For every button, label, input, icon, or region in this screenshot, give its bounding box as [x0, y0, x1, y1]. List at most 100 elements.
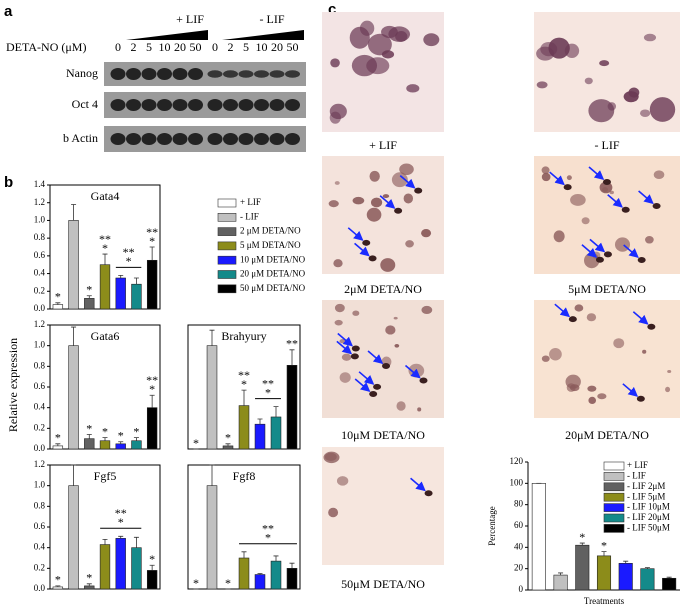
error-bar [579, 542, 585, 546]
bar [206, 345, 218, 450]
y-tick-label: 1.2 [34, 197, 45, 207]
legend-swatch [603, 503, 625, 512]
micrograph [322, 447, 444, 565]
chart-title: Fgf8 [233, 469, 256, 483]
error-bar [558, 572, 564, 576]
error-bar [273, 555, 279, 562]
significance-mark: * [102, 241, 108, 255]
bar [68, 220, 79, 310]
cell-colony [333, 259, 343, 268]
blot-band [254, 70, 269, 78]
micrograph-caption: 50μM DETA/NO [341, 577, 425, 591]
arrow [404, 364, 421, 379]
bar [52, 304, 64, 310]
y-tick-label: 0.4 [34, 268, 46, 278]
bar [115, 538, 126, 590]
cell-colony [421, 305, 433, 315]
error-bar [102, 437, 108, 441]
significance-mark: ** [286, 337, 298, 351]
y-tick-label: 0 [519, 584, 524, 594]
cell-colony [424, 490, 433, 497]
error-bar [86, 295, 92, 299]
significance-mark: * [133, 424, 139, 438]
y-tick-label: 100 [510, 477, 524, 487]
significance-mark: * [193, 436, 199, 450]
cell-colony [336, 476, 349, 486]
y-tick-label: 1.4 [34, 179, 46, 189]
blot-band [207, 70, 223, 78]
cell-colony [366, 57, 390, 75]
significance-mark: * [55, 431, 61, 445]
blot-band [172, 68, 188, 80]
arrow [367, 350, 384, 365]
blot-band [126, 68, 141, 80]
significance-mark: ** [99, 232, 111, 246]
dose-label: 50 [190, 40, 202, 54]
error-bar [149, 246, 155, 261]
cell-colony [566, 175, 572, 181]
x-axis-label: Treatments [584, 596, 625, 606]
cell-colony [369, 170, 380, 182]
cell-colony [403, 193, 414, 204]
y-tick-label: 1.2 [34, 319, 45, 329]
blot-band [238, 133, 254, 145]
y-axis-label: Relative expression [6, 338, 20, 432]
error-bar [257, 573, 263, 575]
significance-mark: ** [146, 225, 158, 239]
legend-swatch [603, 513, 625, 523]
cell-colony [595, 256, 604, 263]
cell-colony [609, 190, 614, 195]
cell-colony [645, 236, 654, 244]
significance-mark: * [579, 530, 585, 544]
bar [531, 483, 546, 591]
dose-label: 20 [174, 40, 186, 54]
legend-swatch [217, 213, 237, 222]
cell-colony [393, 316, 398, 320]
cell-colony [330, 58, 340, 68]
cell-colony [328, 200, 339, 208]
dose-label: 10 [159, 40, 171, 54]
cell-colony [391, 172, 408, 188]
y-tick-label: 0.4 [34, 542, 46, 552]
bar [146, 570, 158, 590]
y-tick-label: 0.2 [34, 562, 45, 572]
error-bar [133, 437, 139, 441]
bar [52, 445, 64, 450]
cell-colony [643, 33, 657, 42]
y-tick-label: 1.0 [34, 480, 46, 490]
bar [618, 563, 633, 591]
cell-colony [588, 396, 597, 405]
significance-mark: * [86, 282, 92, 296]
significance-mark: * [86, 421, 92, 435]
cell-colony [642, 349, 647, 354]
cell-colony [540, 41, 558, 57]
error-bar [55, 302, 61, 305]
cell-colony [382, 194, 390, 199]
arrow [549, 171, 565, 186]
micrograph [322, 156, 444, 274]
panel-label: c [328, 1, 336, 18]
cell-colony [599, 181, 613, 194]
legend-swatch [603, 524, 625, 533]
cell-colony [323, 451, 340, 464]
blot-band [172, 133, 188, 145]
blot-band [141, 68, 157, 80]
blot-band [238, 70, 254, 78]
blot-band [110, 68, 126, 80]
cell-colony [613, 338, 625, 349]
cell-colony [339, 372, 351, 383]
bar [131, 547, 142, 590]
blot-band [141, 133, 157, 145]
y-tick-label: 0.0 [34, 303, 46, 313]
significance-mark: * [225, 576, 231, 590]
cell-colony [603, 251, 612, 258]
treatment-label: DETA-NO (μM) [6, 40, 86, 54]
cell-colony [380, 258, 396, 272]
blot-band [285, 99, 300, 111]
legend-label: 20 μM DETA/NO [240, 269, 306, 279]
legend-label: - LIF [627, 470, 646, 480]
significance-mark: * [601, 538, 607, 552]
cell-colony [405, 240, 414, 248]
bar [146, 407, 158, 450]
cell-colony [541, 172, 551, 182]
